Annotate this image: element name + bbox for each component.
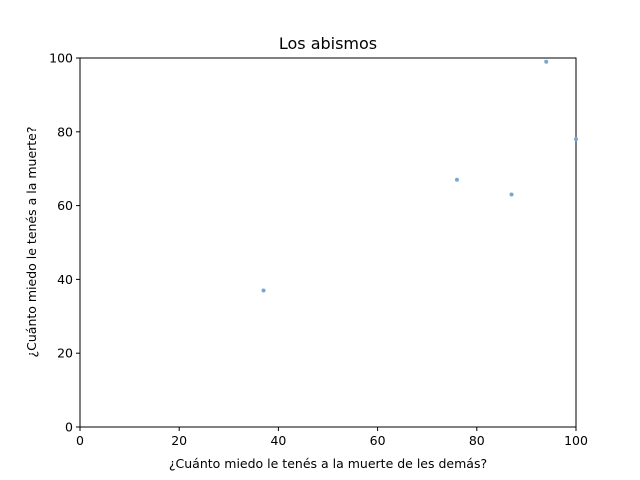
y-axis-label: ¿Cuánto miedo le tenés a la muerte? [24, 126, 39, 357]
y-tick-label: 80 [57, 124, 73, 139]
scatter-point [574, 137, 578, 142]
x-axis: 0 20 40 60 80 100 [76, 427, 588, 448]
y-tick-label: 0 [65, 420, 73, 435]
y-tick-label: 40 [57, 272, 73, 287]
scatter-point [509, 192, 514, 197]
y-tick-label: 20 [57, 346, 73, 361]
x-tick-label: 0 [76, 433, 84, 448]
x-tick-label: 20 [171, 433, 187, 448]
scatter-point [454, 177, 459, 182]
x-axis-label: ¿Cuánto miedo le tenés a la muerte de le… [169, 456, 487, 471]
plot-area [79, 57, 577, 428]
y-axis: 0 20 40 60 80 100 [49, 51, 80, 435]
chart-title: Los abismos [279, 34, 377, 53]
x-tick-label: 60 [370, 433, 386, 448]
x-tick-label: 80 [469, 433, 485, 448]
x-tick-label: 40 [270, 433, 286, 448]
y-tick-label: 100 [49, 51, 73, 66]
scatter-point [544, 59, 549, 64]
data-points [261, 59, 578, 293]
scatter-point [261, 288, 266, 293]
y-tick-label: 60 [57, 198, 73, 213]
x-tick-label: 100 [564, 433, 588, 448]
